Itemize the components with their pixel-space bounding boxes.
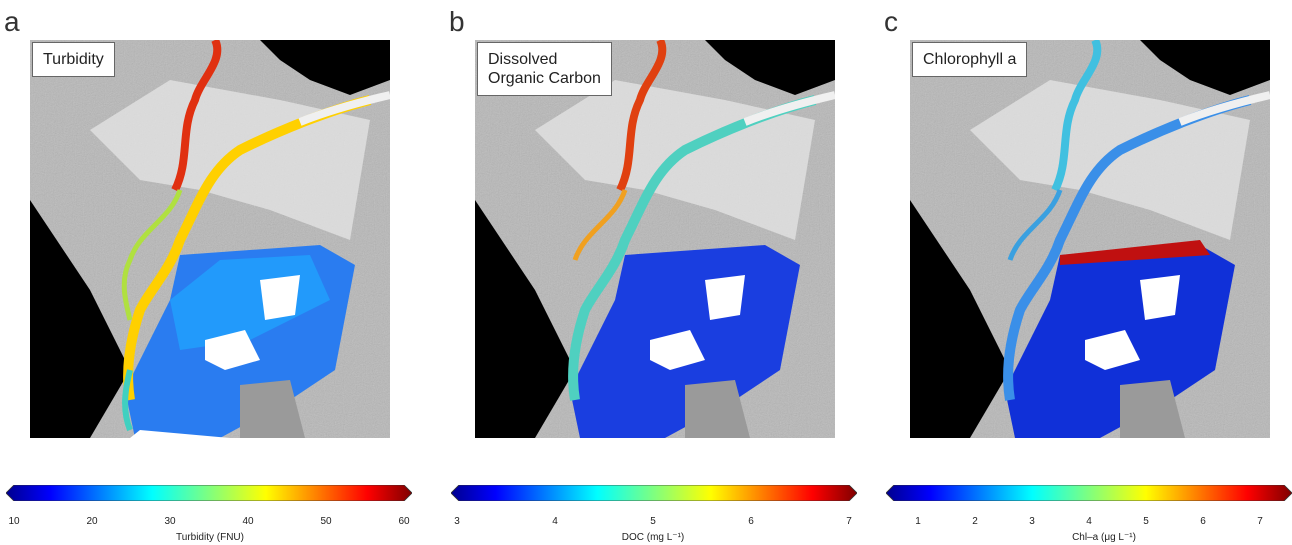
- panel-b: b Dissolved Organic Carbon 3 4 5 6 7 DOC: [445, 0, 865, 545]
- chlorophyll-map: [910, 40, 1270, 438]
- doc-map: [475, 40, 835, 438]
- colorbar: [6, 485, 412, 501]
- variable-label: Turbidity: [32, 42, 115, 77]
- colorbar-tick: 3: [1029, 516, 1035, 527]
- panel-letter: a: [4, 6, 20, 37]
- variable-label: Chlorophyll a: [912, 42, 1028, 77]
- colorbar-tick: 6: [748, 516, 754, 527]
- variable-label-line: Organic Carbon: [488, 70, 601, 87]
- colorbar: [451, 485, 857, 501]
- colorbar-tick: 7: [846, 516, 852, 527]
- colorbar-tick: 6: [1200, 516, 1206, 527]
- colorbar-tick: 10: [8, 516, 20, 527]
- variable-label: Dissolved Organic Carbon: [477, 42, 612, 96]
- colorbar-tick: 3: [454, 516, 460, 527]
- colorbar-tick: 30: [164, 516, 176, 527]
- colorbar-tick: 20: [86, 516, 98, 527]
- panel-a: a Turbidity 10 20 30 40 50: [0, 0, 420, 545]
- panel-c: c Chlorophyll a 1 2 3 4 5 6 7 Chl–a: [880, 0, 1292, 545]
- colorbar-tick: 5: [1143, 516, 1149, 527]
- colorbar-tick: 5: [650, 516, 656, 527]
- colorbar-tick: 7: [1257, 516, 1263, 527]
- colorbar-title: Chl–a (μg L⁻¹): [1072, 532, 1136, 543]
- colorbar-tick: 50: [320, 516, 332, 527]
- colorbar-tick: 4: [552, 516, 558, 527]
- variable-label-line: Dissolved: [488, 51, 558, 68]
- colorbar-tick: 40: [242, 516, 254, 527]
- colorbar-tick: 60: [398, 516, 410, 527]
- panel-letter: c: [884, 6, 898, 37]
- colorbar-tick: 2: [972, 516, 978, 527]
- colorbar-title: DOC (mg L⁻¹): [621, 532, 685, 543]
- colorbar-tick: 1: [915, 516, 921, 527]
- colorbar-title: Turbidity (FNU): [176, 532, 244, 543]
- colorbar: [886, 485, 1292, 501]
- panel-letter: b: [449, 6, 465, 37]
- turbidity-map: [30, 40, 390, 438]
- colorbar-tick: 4: [1086, 516, 1092, 527]
